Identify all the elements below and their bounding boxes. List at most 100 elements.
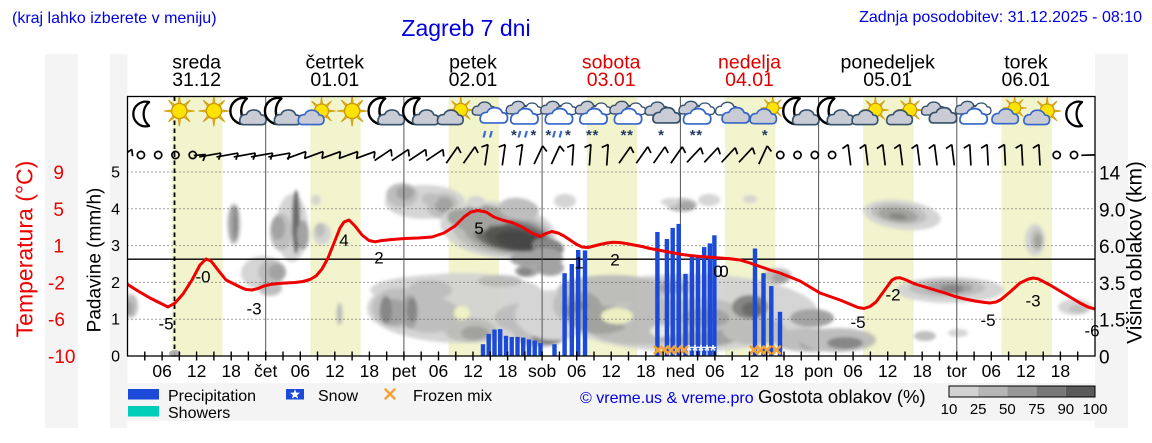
svg-text:-5: -5 xyxy=(980,311,995,330)
svg-text:*: * xyxy=(698,343,705,360)
svg-text:sobota: sobota xyxy=(582,52,641,74)
svg-text:*: * xyxy=(692,343,699,360)
svg-text:50: 50 xyxy=(999,401,1016,418)
svg-text:12: 12 xyxy=(1016,361,1035,381)
svg-text:Zadnja posodobitev: 31.12.2025: Zadnja posodobitev: 31.12.2025 - 08:10 xyxy=(859,9,1142,26)
svg-text:06: 06 xyxy=(843,361,862,381)
svg-text:-2: -2 xyxy=(48,273,65,294)
svg-text:© vreme.us & vreme.pro: © vreme.us & vreme.pro xyxy=(580,390,754,407)
svg-text:3.5: 3.5 xyxy=(1099,274,1125,295)
svg-text:4: 4 xyxy=(339,231,348,250)
svg-text:03.01: 03.01 xyxy=(587,69,636,91)
svg-text:2: 2 xyxy=(610,251,619,270)
svg-text:18: 18 xyxy=(360,361,379,381)
svg-text:12: 12 xyxy=(187,361,206,381)
svg-text:tor: tor xyxy=(947,361,968,381)
svg-text:Temperatura (°C): Temperatura (°C) xyxy=(12,161,38,338)
svg-text:-3: -3 xyxy=(1025,292,1040,311)
svg-text:-2: -2 xyxy=(885,286,900,305)
svg-text:18: 18 xyxy=(774,361,793,381)
svg-text:18: 18 xyxy=(1051,361,1070,381)
svg-text:ponedeljek: ponedeljek xyxy=(841,52,936,74)
svg-text:*: * xyxy=(545,127,551,144)
svg-text:*: * xyxy=(565,127,571,144)
svg-text:06: 06 xyxy=(429,361,448,381)
svg-text:0: 0 xyxy=(111,349,120,366)
svg-text:9.0: 9.0 xyxy=(1099,200,1125,221)
svg-text:14: 14 xyxy=(1099,164,1121,185)
svg-text:Snow: Snow xyxy=(318,388,358,405)
svg-text:2: 2 xyxy=(374,249,383,268)
svg-text:1: 1 xyxy=(53,237,64,258)
svg-text:-10: -10 xyxy=(48,347,75,368)
svg-text:0: 0 xyxy=(1099,348,1110,369)
svg-text:12: 12 xyxy=(325,361,344,381)
svg-text:(kraj lahko izberete v meniju): (kraj lahko izberete v meniju) xyxy=(12,10,217,27)
svg-text:04.01: 04.01 xyxy=(725,69,774,91)
svg-text:31.12: 31.12 xyxy=(172,69,221,91)
svg-text:pet: pet xyxy=(392,361,416,381)
svg-text:75: 75 xyxy=(1028,401,1045,418)
svg-text:*: * xyxy=(621,127,627,144)
svg-text:18: 18 xyxy=(221,361,240,381)
svg-text:*: * xyxy=(627,127,633,144)
svg-text:100: 100 xyxy=(1082,401,1107,418)
svg-text:5: 5 xyxy=(53,200,64,221)
svg-text:4: 4 xyxy=(111,201,120,218)
svg-text:*: * xyxy=(690,127,696,144)
svg-text:*: * xyxy=(586,127,592,144)
svg-text:Precipitation: Precipitation xyxy=(168,388,256,405)
svg-text:*: * xyxy=(696,127,702,144)
svg-text:Višina oblakov (km): Višina oblakov (km) xyxy=(1124,161,1147,344)
svg-text:9: 9 xyxy=(53,163,64,184)
svg-text:Gostota oblakov (%): Gostota oblakov (%) xyxy=(758,386,926,407)
svg-text:3: 3 xyxy=(111,238,120,255)
svg-text:90: 90 xyxy=(1057,401,1074,418)
svg-text:18: 18 xyxy=(636,361,655,381)
svg-text:1: 1 xyxy=(574,254,583,273)
svg-text:nedelja: nedelja xyxy=(718,52,781,74)
svg-text:12: 12 xyxy=(601,361,620,381)
svg-text:*: * xyxy=(686,343,693,360)
svg-text:06.01: 06.01 xyxy=(1001,69,1050,91)
svg-text:četrtek: četrtek xyxy=(306,52,365,74)
svg-text:06: 06 xyxy=(705,361,724,381)
svg-text:*: * xyxy=(658,127,664,144)
svg-text:02.01: 02.01 xyxy=(449,69,498,91)
svg-text:čet: čet xyxy=(254,361,277,381)
svg-text:18: 18 xyxy=(912,361,931,381)
svg-text:6.0: 6.0 xyxy=(1099,237,1125,258)
svg-text:petek: petek xyxy=(449,52,497,74)
svg-text:5: 5 xyxy=(111,165,120,182)
svg-text:-5: -5 xyxy=(850,313,865,332)
svg-text:*: * xyxy=(511,127,517,144)
svg-text:pon: pon xyxy=(804,361,833,381)
svg-text:12: 12 xyxy=(740,361,759,381)
svg-text:06: 06 xyxy=(291,361,310,381)
svg-text:-5: -5 xyxy=(158,315,173,334)
svg-text:0: 0 xyxy=(713,262,722,281)
svg-text:05.01: 05.01 xyxy=(863,69,912,91)
svg-text:1.5: 1.5 xyxy=(1099,311,1125,332)
svg-text:2: 2 xyxy=(111,275,120,292)
svg-text:*: * xyxy=(530,127,536,144)
svg-text:*: * xyxy=(593,127,599,144)
svg-text:*: * xyxy=(704,343,711,360)
svg-text:1: 1 xyxy=(111,312,120,329)
svg-text:Padavine (mm/h): Padavine (mm/h) xyxy=(85,188,106,333)
svg-text:0: 0 xyxy=(719,262,728,281)
svg-text:*: * xyxy=(762,127,768,144)
svg-text:Showers: Showers xyxy=(168,405,230,422)
svg-text:12: 12 xyxy=(463,361,482,381)
svg-text:sreda: sreda xyxy=(172,52,221,74)
svg-text:-6: -6 xyxy=(1084,322,1099,341)
svg-text:06: 06 xyxy=(982,361,1001,381)
svg-text:sob: sob xyxy=(528,361,556,381)
svg-text:*: * xyxy=(710,343,717,360)
svg-text:06: 06 xyxy=(567,361,586,381)
svg-text:12: 12 xyxy=(878,361,897,381)
svg-text:Zagreb 7 dni: Zagreb 7 dni xyxy=(401,15,530,41)
svg-text:-6: -6 xyxy=(48,310,65,331)
svg-text:Frozen mix: Frozen mix xyxy=(413,388,492,405)
svg-text:01.01: 01.01 xyxy=(310,69,359,91)
